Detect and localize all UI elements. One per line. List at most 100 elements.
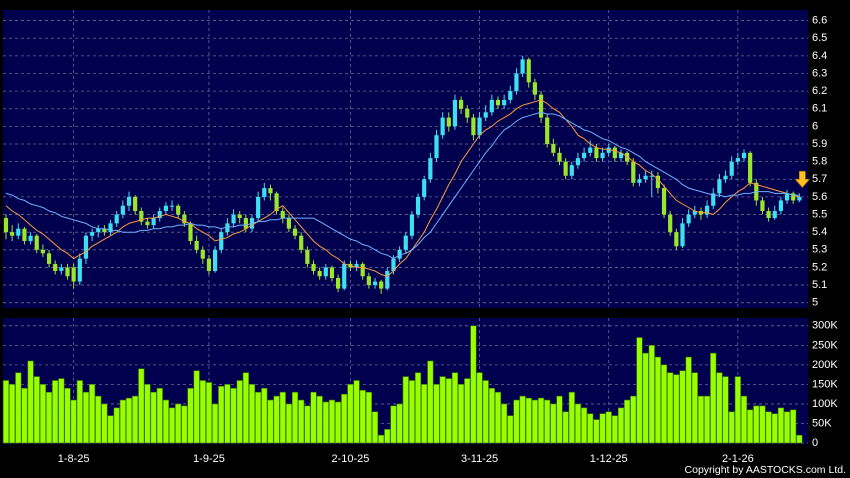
candle-body [582, 152, 587, 159]
volume-bar [89, 384, 96, 444]
candle-body [53, 263, 58, 271]
moving-average-line [5, 111, 800, 260]
volume-bar [21, 388, 28, 444]
candle-body [526, 59, 531, 83]
volume-bar [132, 395, 139, 444]
y-tick-label: 5.5 [812, 208, 827, 220]
volume-bar [113, 407, 120, 444]
volume-bar [371, 411, 379, 444]
candle-body [705, 205, 710, 215]
candle-body [557, 152, 562, 162]
y-tick-label: 6.6 [812, 14, 827, 26]
volume-bar [494, 391, 502, 444]
volume-bar [673, 374, 680, 444]
volume-bar [384, 429, 391, 444]
volume-bar [218, 386, 225, 444]
volume-bar [261, 388, 268, 444]
y-tick-label: 5 [812, 297, 818, 309]
volume-bar [408, 380, 416, 444]
candle-body [311, 263, 316, 271]
volume-bar [747, 409, 754, 444]
volume-bar [562, 411, 569, 444]
candle-body [323, 267, 328, 277]
x-tick-label: 2-1-26 [722, 453, 754, 465]
volume-bar [378, 434, 385, 444]
volume-bar [728, 411, 735, 444]
candle-body [360, 263, 365, 277]
candle-body [299, 235, 304, 250]
candle-body [692, 211, 697, 215]
volume-bar [359, 389, 366, 444]
candle-body [40, 249, 45, 254]
candle-body [778, 200, 783, 212]
volume-bar [513, 399, 520, 444]
candle-body [409, 214, 414, 236]
volume-bar [236, 380, 243, 444]
candle-body [385, 270, 390, 289]
volume-bar [574, 403, 582, 444]
candle-body [545, 117, 550, 145]
volume-bar [636, 337, 643, 444]
volume-bar [230, 388, 237, 444]
candle-body [268, 188, 273, 194]
volume-bar [691, 372, 698, 444]
volume-bar [679, 370, 686, 444]
volume-bar [144, 384, 151, 444]
volume-bar [70, 399, 77, 444]
candle-body [686, 214, 691, 224]
volume-bar [580, 407, 588, 444]
candle-body [784, 193, 790, 201]
candle-body [213, 249, 218, 271]
candle-body [760, 200, 765, 212]
volume-bar [451, 372, 459, 444]
moving-average-line [5, 99, 800, 277]
candle-body [231, 214, 236, 224]
candle-body [569, 165, 574, 176]
volume-bar [556, 395, 563, 444]
candle-body [65, 267, 70, 277]
volume-bar [76, 380, 83, 444]
volume-bar [550, 403, 557, 444]
candle-body [397, 249, 402, 259]
candle-body [16, 228, 21, 236]
volume-bar [433, 384, 440, 444]
candle-body [157, 211, 162, 219]
volume-bar [445, 378, 452, 444]
y-tick-label: 100K [812, 398, 838, 410]
candle-body [225, 223, 230, 233]
candle-body [717, 179, 722, 194]
volume-bar [525, 397, 532, 444]
y-tick-label: 6.1 [812, 103, 827, 115]
candle-body [729, 161, 734, 176]
candle-body [59, 267, 64, 271]
volume-bar [599, 413, 606, 444]
volume-bar [187, 388, 194, 444]
x-tick-label: 3-11-25 [461, 453, 498, 465]
volume-bar [162, 399, 170, 444]
volume-bar [457, 384, 465, 444]
volume-bar [298, 399, 305, 444]
candle-body [262, 188, 267, 197]
candle-body [372, 281, 378, 286]
volume-bar [396, 403, 403, 444]
candle-body [133, 196, 138, 212]
volume-bar [722, 376, 729, 444]
y-tick-label: 6.3 [812, 67, 827, 79]
volume-bar [537, 397, 545, 444]
candle-body [649, 175, 654, 177]
volume-bar [587, 413, 594, 444]
volume-bar [125, 397, 133, 444]
candle-body [256, 196, 261, 219]
volume-bar [39, 384, 46, 444]
volume-bar [507, 415, 514, 444]
volume-bar [464, 378, 471, 444]
candle-body [680, 223, 685, 247]
volume-bar [64, 388, 71, 444]
candle-body [495, 99, 501, 106]
volume-bar [777, 407, 784, 444]
candle-body [194, 240, 199, 250]
volume-bar [716, 372, 723, 444]
candle-body [336, 278, 341, 289]
volume-bar [593, 419, 600, 444]
y-tick-label: 300K [812, 320, 838, 332]
